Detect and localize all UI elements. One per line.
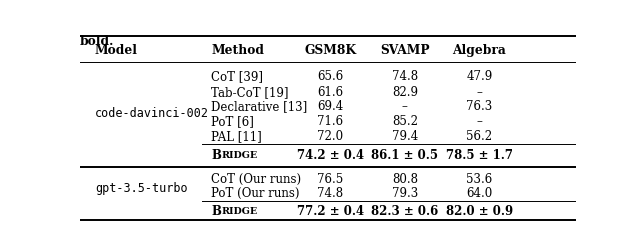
Text: 74.8: 74.8 (317, 187, 344, 200)
Text: –: – (476, 86, 482, 99)
Text: Declarative [13]: Declarative [13] (211, 100, 308, 114)
Text: GSM8K: GSM8K (305, 44, 356, 57)
Text: CoT (Our runs): CoT (Our runs) (211, 173, 301, 186)
Text: 85.2: 85.2 (392, 115, 418, 128)
Text: 82.3 ± 0.6: 82.3 ± 0.6 (371, 205, 438, 218)
Text: PAL [11]: PAL [11] (211, 130, 262, 143)
Text: 82.9: 82.9 (392, 86, 418, 99)
Text: 77.2 ± 0.4: 77.2 ± 0.4 (297, 205, 364, 218)
Text: Model: Model (95, 44, 138, 57)
Text: 79.3: 79.3 (392, 187, 418, 200)
Text: 72.0: 72.0 (317, 130, 344, 143)
Text: 71.6: 71.6 (317, 115, 344, 128)
Text: 79.4: 79.4 (392, 130, 418, 143)
Text: RIDGE: RIDGE (221, 151, 257, 160)
Text: –: – (402, 100, 408, 114)
Text: 64.0: 64.0 (466, 187, 492, 200)
Text: 65.6: 65.6 (317, 70, 344, 83)
Text: 53.6: 53.6 (466, 173, 492, 186)
Text: 47.9: 47.9 (466, 70, 492, 83)
Text: Method: Method (211, 44, 264, 57)
Text: PoT (Our runs): PoT (Our runs) (211, 187, 300, 200)
Text: 74.2 ± 0.4: 74.2 ± 0.4 (297, 149, 364, 162)
Text: Tab-CoT [19]: Tab-CoT [19] (211, 86, 289, 99)
Text: RIDGE: RIDGE (221, 207, 257, 216)
Text: 80.8: 80.8 (392, 173, 418, 186)
Text: 78.5 ± 1.7: 78.5 ± 1.7 (446, 149, 513, 162)
Text: –: – (476, 115, 482, 128)
Text: 76.3: 76.3 (466, 100, 492, 114)
Text: PoT [6]: PoT [6] (211, 115, 254, 128)
Text: bold.: bold. (80, 35, 115, 48)
Text: 69.4: 69.4 (317, 100, 344, 114)
Text: 76.5: 76.5 (317, 173, 344, 186)
Text: B: B (211, 205, 221, 218)
Text: 86.1 ± 0.5: 86.1 ± 0.5 (371, 149, 438, 162)
Text: CoT [39]: CoT [39] (211, 70, 264, 83)
Text: 61.6: 61.6 (317, 86, 344, 99)
Text: Algebra: Algebra (452, 44, 506, 57)
Text: 74.8: 74.8 (392, 70, 418, 83)
Text: B: B (211, 149, 221, 162)
Text: 56.2: 56.2 (466, 130, 492, 143)
Text: gpt-3.5-turbo: gpt-3.5-turbo (95, 182, 188, 194)
Text: code-davinci-002: code-davinci-002 (95, 107, 209, 120)
Text: 82.0 ± 0.9: 82.0 ± 0.9 (445, 205, 513, 218)
Text: SVAMP: SVAMP (380, 44, 429, 57)
